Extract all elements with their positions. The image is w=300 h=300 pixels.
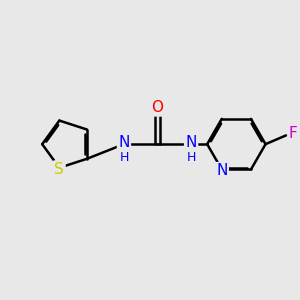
Text: N: N [185,135,197,150]
Text: O: O [152,100,164,115]
Text: S: S [55,162,64,177]
Text: N: N [216,164,227,178]
Text: H: H [119,151,129,164]
Text: H: H [186,151,196,164]
Text: N: N [118,135,130,150]
Text: F: F [289,126,298,141]
